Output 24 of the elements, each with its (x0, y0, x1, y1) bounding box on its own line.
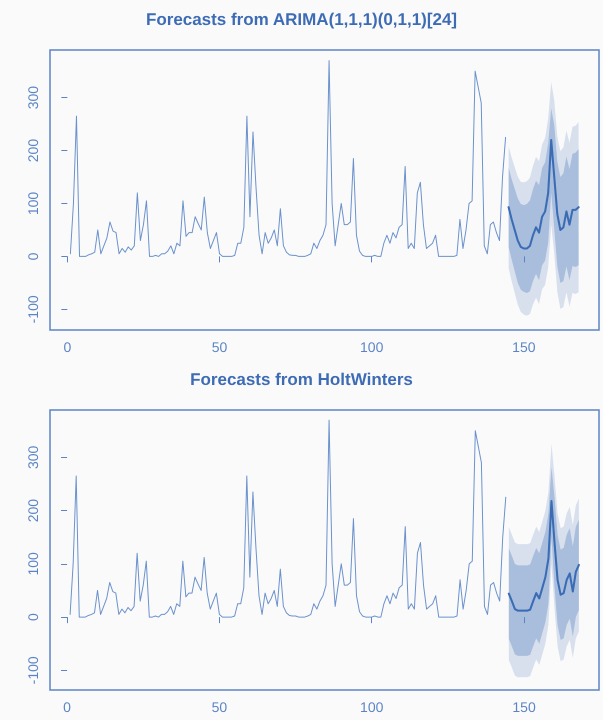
x-tick-label: 100 (360, 339, 384, 355)
y-tick-label: 100 (25, 552, 41, 576)
x-tick-label: 100 (360, 699, 384, 715)
y-tick-label: 200 (25, 138, 41, 162)
x-tick-label: 0 (63, 339, 72, 355)
y-tick-label: 100 (25, 192, 41, 216)
chart-title: Forecasts from HoltWinters (190, 370, 413, 389)
x-tick-label: 150 (512, 699, 536, 715)
y-tick-label: 300 (25, 445, 41, 470)
y-tick-label: -100 (25, 295, 41, 324)
line-series (508, 138, 580, 250)
x-tick-label: 150 (512, 339, 536, 355)
x-tick-label: 50 (212, 699, 228, 715)
line-series (70, 420, 506, 618)
line-series (70, 60, 506, 257)
y-tick-label: 200 (25, 498, 41, 522)
x-tick-label: 50 (212, 339, 228, 355)
x-tick-label: 0 (63, 699, 72, 715)
y-tick-label: 0 (25, 612, 41, 621)
chart-title: Forecasts from ARIMA(1,1,1)(0,1,1)[24] (146, 10, 458, 29)
y-tick-label: 300 (25, 86, 41, 110)
line-series (508, 500, 580, 612)
y-tick-label: 0 (25, 252, 41, 260)
y-tick-label: -100 (25, 656, 41, 684)
